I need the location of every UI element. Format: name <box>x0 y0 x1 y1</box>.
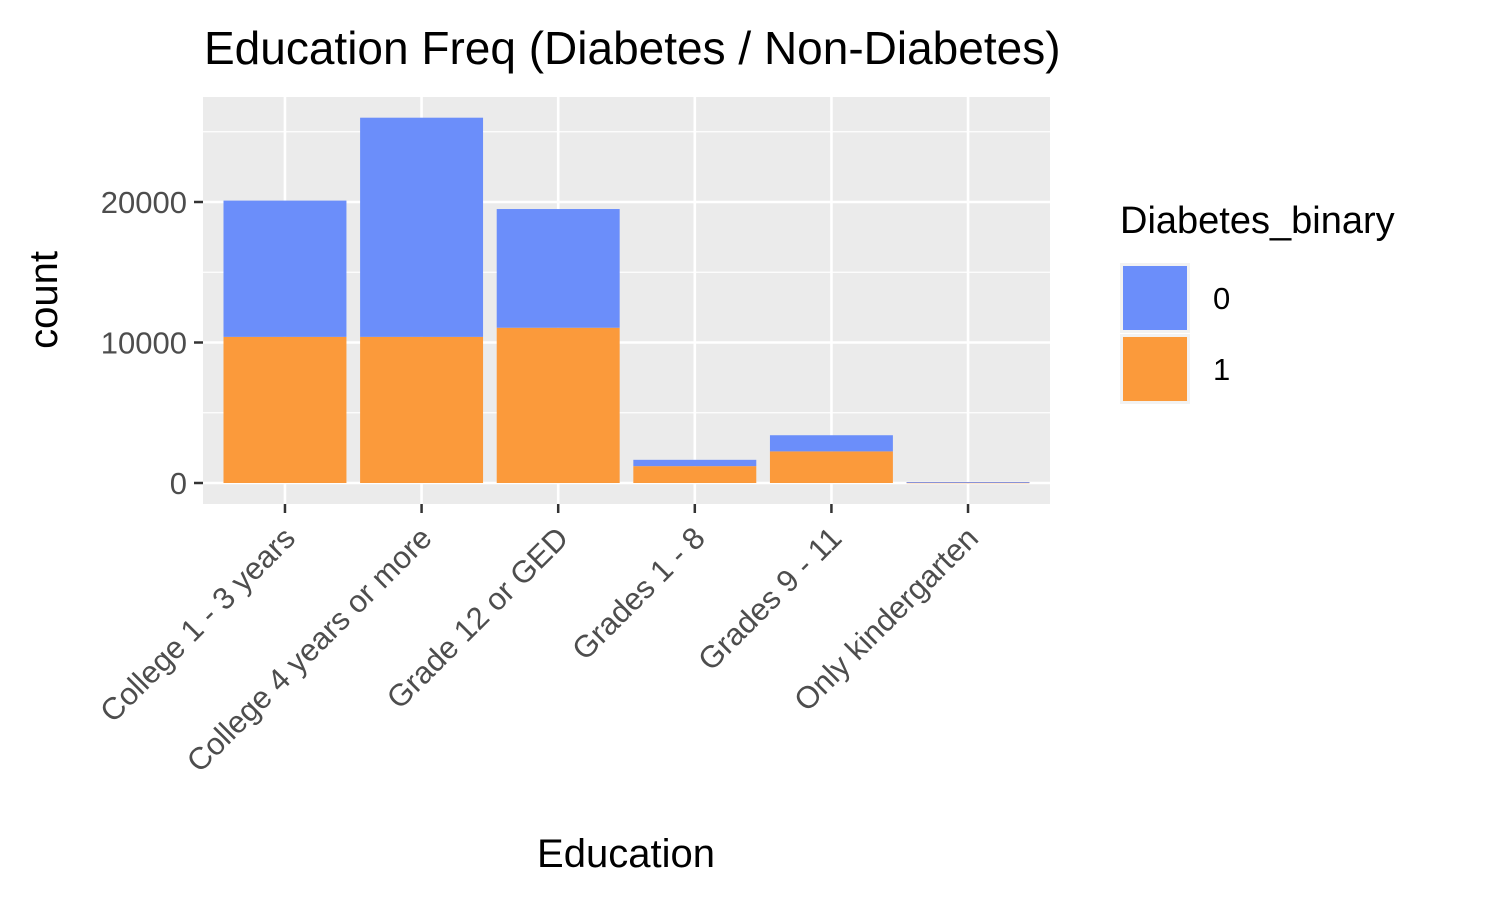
bar-0-3 <box>633 459 757 467</box>
bar-0-0 <box>223 200 347 337</box>
bars <box>223 117 1030 484</box>
legend-label-1: 1 <box>1213 352 1230 387</box>
bar-1-4 <box>769 451 893 483</box>
x-axis-title: Education <box>537 832 715 876</box>
bar-0-5 <box>906 482 1030 483</box>
legend-key-0 <box>1123 266 1187 330</box>
legend-key-1 <box>1123 337 1187 401</box>
bar-1-5 <box>906 482 1030 484</box>
y-tick-label: 0 <box>170 466 187 501</box>
x-tick-label: Grades 9 - 11 <box>691 520 848 677</box>
y-axis: 0 10000 20000 <box>101 185 203 501</box>
y-tick-label: 20000 <box>101 185 187 220</box>
bar-0-1 <box>360 117 484 337</box>
chart-title: Education Freq (Diabetes / Non-Diabetes) <box>204 22 1061 74</box>
bar-1-3 <box>633 466 757 483</box>
bar-1-1 <box>360 336 484 483</box>
legend: Diabetes_binary 0 1 <box>1120 200 1395 404</box>
legend-label-0: 0 <box>1213 281 1230 316</box>
bar-0-4 <box>769 435 893 452</box>
y-axis-title: count <box>22 251 66 349</box>
x-tick-label: Grades 1 - 8 <box>565 520 712 667</box>
bar-1-2 <box>496 327 620 483</box>
legend-title: Diabetes_binary <box>1120 200 1395 242</box>
y-tick-label: 10000 <box>101 326 187 361</box>
x-tick-label: College 4 years or more <box>180 520 439 779</box>
bar-1-0 <box>223 336 347 483</box>
bar-0-2 <box>496 209 620 328</box>
